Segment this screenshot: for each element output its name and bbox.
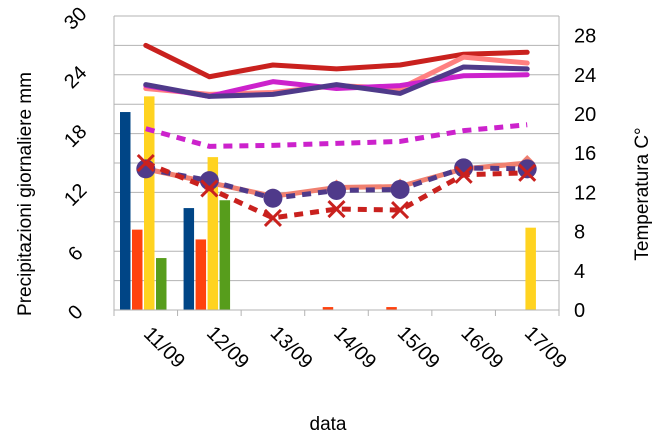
- circle-marker: [390, 179, 410, 199]
- right-tick-label: 12: [574, 182, 596, 204]
- left-axis-title: Precipitazioni giornaliere mm: [15, 72, 36, 316]
- circle-marker: [517, 159, 537, 179]
- x-marker: [454, 165, 473, 184]
- bar: [120, 112, 131, 310]
- right-tick-label: 28: [574, 26, 596, 48]
- x-tick-label: 13/09: [266, 322, 317, 373]
- x-marker: [518, 163, 537, 182]
- bar: [156, 258, 167, 310]
- circle-marker: [263, 188, 283, 208]
- series-line: [145, 122, 528, 149]
- circle-marker: [327, 180, 346, 200]
- axes: [113, 16, 560, 316]
- right-tick-label: 24: [574, 65, 596, 87]
- x-axis-ticks: 11/09 12/09 13/09 14/09 15/09 16/09 17/09: [139, 322, 571, 373]
- x-marker: [327, 199, 346, 219]
- bar: [207, 157, 219, 310]
- right-tick-label: 8: [574, 222, 585, 244]
- bar: [132, 229, 143, 310]
- right-tick-label: 0: [574, 300, 585, 322]
- series-line: [143, 42, 530, 80]
- left-tick-label: 24: [60, 62, 91, 93]
- x-tick-label: 12/09: [202, 322, 253, 373]
- left-tick-label: 0: [64, 301, 87, 324]
- right-tick-label: 20: [574, 104, 596, 126]
- bar: [219, 200, 231, 310]
- left-tick-label: 6: [64, 242, 87, 265]
- right-axis-ticks: 0 4 8 12 16 20 24 28: [574, 26, 596, 322]
- bar: [183, 208, 195, 310]
- bar: [386, 307, 397, 310]
- x-marker: [200, 179, 219, 198]
- x-tick-label: 16/09: [456, 322, 507, 373]
- x-marker: [136, 153, 155, 173]
- x-marker: [263, 208, 282, 227]
- bar-series: [120, 96, 536, 310]
- left-axis-ticks: 0 6 12 18 24 30: [60, 3, 91, 324]
- bar: [195, 239, 207, 310]
- bar: [144, 96, 155, 310]
- line-series: [136, 42, 537, 227]
- right-tick-label: 4: [574, 261, 585, 283]
- x-tick-label: 15/09: [393, 322, 444, 373]
- x-marker: [391, 200, 410, 220]
- series-line: [143, 64, 530, 99]
- x-tick-label: 14/09: [329, 322, 380, 373]
- bar: [525, 227, 536, 310]
- right-axis-title: Temperatura C°: [632, 127, 653, 260]
- left-tick-label: 12: [60, 180, 91, 211]
- x-tick-label: 11/09: [139, 323, 189, 373]
- right-tick-label: 16: [574, 143, 596, 165]
- x-tick-label: 17/09: [520, 322, 571, 373]
- x-axis-title: data: [310, 414, 347, 435]
- bar: [322, 307, 334, 310]
- left-tick-label: 30: [60, 3, 91, 34]
- left-tick-label: 18: [60, 121, 91, 152]
